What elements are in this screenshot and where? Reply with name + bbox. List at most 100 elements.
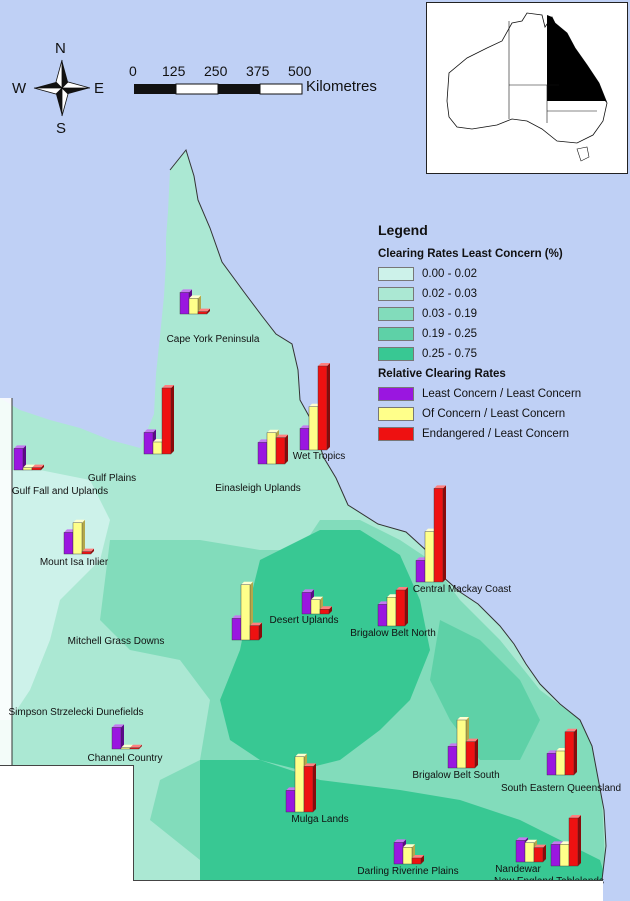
bar-top-gulf-plains-2 — [162, 385, 174, 388]
legend-class-row: 0.25 - 0.75 — [378, 344, 626, 364]
bar-top-brigalow-belt-south-1 — [457, 717, 469, 720]
bar-central-mackay-coast-0 — [415, 560, 426, 583]
bar-south-eastern-queensland-2 — [564, 731, 575, 776]
bar-mulga-lands-2 — [303, 766, 314, 813]
bar-gulf-plains-2 — [161, 387, 172, 455]
bar-top-brigalow-belt-south-2 — [466, 738, 478, 742]
legend-relative-title: Relative Clearing Rates — [378, 368, 506, 380]
legend-relative-label: Of Concern / Least Concern — [422, 408, 566, 420]
bar-top-nandewar-1 — [525, 839, 537, 843]
bar-desert-uplands-2 — [319, 609, 330, 615]
bar-side-brigalow-belt-north-2 — [405, 587, 408, 626]
bar-cape-york-peninsula-0 — [179, 292, 190, 315]
bar-top-cape-york-peninsula-1 — [189, 295, 201, 299]
bar-top-mitchell-grass-downs-2 — [250, 622, 262, 626]
bar-top-darling-riverine-plains-1 — [403, 844, 415, 848]
bar-top-mitchell-grass-downs-1 — [241, 581, 253, 585]
bar-darling-riverine-plains-0 — [393, 842, 404, 865]
bar-gulf-fall-and-uplands-2 — [31, 467, 42, 471]
bar-nandewar-0 — [515, 840, 526, 863]
region-label-nandewar: Nandewar — [495, 864, 541, 875]
bar-wet-tropics-1 — [308, 406, 319, 451]
legend-clearing-title: Clearing Rates Least Concern (%) — [378, 248, 563, 260]
bar-channel-country-0 — [111, 727, 122, 750]
region-label-gulf-fall-and-uplands: Gulf Fall and Uplands — [12, 486, 108, 497]
bar-top-mulga-lands-1 — [295, 753, 307, 757]
bar-central-mackay-coast-2 — [433, 488, 444, 583]
bar-side-wet-tropics-2 — [327, 363, 330, 450]
legend-relative-label: Least Concern / Least Concern — [422, 388, 582, 400]
bar-cape-york-peninsula-1 — [188, 298, 199, 315]
bar-top-mount-isa-inlier-2 — [82, 548, 94, 552]
scale-tick-375: 375 — [246, 63, 270, 79]
bar-top-channel-country-2 — [130, 744, 142, 748]
bar-wet-tropics-0 — [299, 428, 310, 451]
bar-mitchell-grass-downs-0 — [231, 618, 242, 641]
bar-brigalow-belt-south-0 — [447, 746, 458, 769]
bar-top-gulf-fall-and-uplands-2 — [32, 464, 44, 468]
region-label-brigalow-belt-south: Brigalow Belt South — [412, 770, 499, 781]
region-label-central-mackay-coast: Central Mackay Coast — [413, 584, 512, 595]
bar-top-mulga-lands-2 — [304, 763, 316, 767]
legend-title: Legend — [378, 222, 428, 238]
scale-tick-500: 500 — [288, 63, 312, 79]
bar-mount-isa-inlier-1 — [72, 522, 83, 555]
legend-class-label: 0.02 - 0.03 — [422, 288, 477, 300]
bar-side-gulf-fall-and-uplands-0 — [23, 445, 26, 470]
legend: Legend Clearing Rates Least Concern (%) … — [378, 222, 626, 444]
bar-gulf-plains-0 — [143, 432, 154, 455]
legend-relative-row: Of Concern / Least Concern — [378, 404, 626, 424]
legend-class-row: 0.03 - 0.19 — [378, 304, 626, 324]
bar-top-cape-york-peninsula-2 — [198, 308, 210, 312]
bar-einasleigh-uplands-0 — [257, 442, 268, 465]
legend-class-label: 0.00 - 0.02 — [422, 268, 477, 280]
bar-top-gulf-plains-0 — [144, 429, 156, 433]
bar-side-gulf-fall-and-uplands-2 — [41, 464, 44, 470]
bar-top-channel-country-0 — [112, 724, 124, 728]
bar-top-gulf-fall-and-uplands-1 — [23, 464, 35, 468]
bar-cape-york-peninsula-2 — [197, 311, 208, 315]
bar-side-cape-york-peninsula-2 — [207, 308, 210, 314]
bar-top-cape-york-peninsula-0 — [180, 289, 192, 293]
legend-class-label: 0.19 - 0.25 — [422, 328, 477, 340]
bar-desert-uplands-0 — [301, 592, 312, 615]
region-label-south-eastern-queensland: South Eastern Queensland — [501, 783, 621, 794]
bar-brigalow-belt-north-2 — [395, 589, 406, 627]
bar-desert-uplands-1 — [310, 599, 321, 615]
region-label-mitchell-grass-downs: Mitchell Grass Downs — [68, 636, 165, 647]
bar-top-new-england-tablelands-0 — [551, 841, 563, 845]
bar-mount-isa-inlier-2 — [81, 551, 92, 555]
bar-new-england-tablelands-1 — [559, 844, 570, 867]
legend-class-row: 0.19 - 0.25 — [378, 324, 626, 344]
legend-class-swatch — [378, 347, 414, 361]
bar-side-south-eastern-queensland-2 — [574, 728, 577, 775]
region-label-einasleigh-uplands: Einasleigh Uplands — [215, 483, 301, 494]
bar-top-brigalow-belt-north-2 — [396, 587, 408, 590]
scale-tick-125: 125 — [162, 63, 186, 79]
clearing-bars — [13, 289, 581, 867]
compass-rose — [33, 59, 91, 117]
scale-tick-0: 0 — [129, 63, 137, 79]
compass-s: S — [56, 120, 67, 137]
bar-top-channel-country-1 — [121, 744, 133, 748]
bar-brigalow-belt-south-2 — [465, 741, 476, 769]
bar-side-nandewar-2 — [543, 844, 546, 862]
bar-top-wet-tropics-2 — [318, 363, 330, 366]
bar-side-central-mackay-coast-2 — [443, 485, 446, 582]
region-label-darling-riverine-plains: Darling Riverine Plains — [357, 866, 458, 877]
legend-relative-row: Least Concern / Least Concern — [378, 384, 626, 404]
region-label-desert-uplands: Desert Uplands — [270, 615, 339, 626]
australia-inset-map — [426, 2, 628, 174]
bar-nandewar-1 — [524, 842, 535, 863]
region-label-brigalow-belt-north: Brigalow Belt North — [350, 628, 436, 639]
legend-class-swatch — [378, 307, 414, 321]
bar-einasleigh-uplands-1 — [266, 432, 277, 465]
bar-brigalow-belt-south-1 — [456, 719, 467, 769]
compass-n: N — [55, 40, 66, 57]
legend-relative-swatch — [378, 407, 414, 421]
bar-top-gulf-fall-and-uplands-0 — [14, 445, 26, 449]
legend-relative: Least Concern / Least Concern Of Concern … — [378, 384, 626, 444]
bar-darling-riverine-plains-2 — [411, 857, 422, 865]
bar-side-channel-country-0 — [121, 724, 124, 749]
bar-side-desert-uplands-2 — [329, 606, 332, 614]
